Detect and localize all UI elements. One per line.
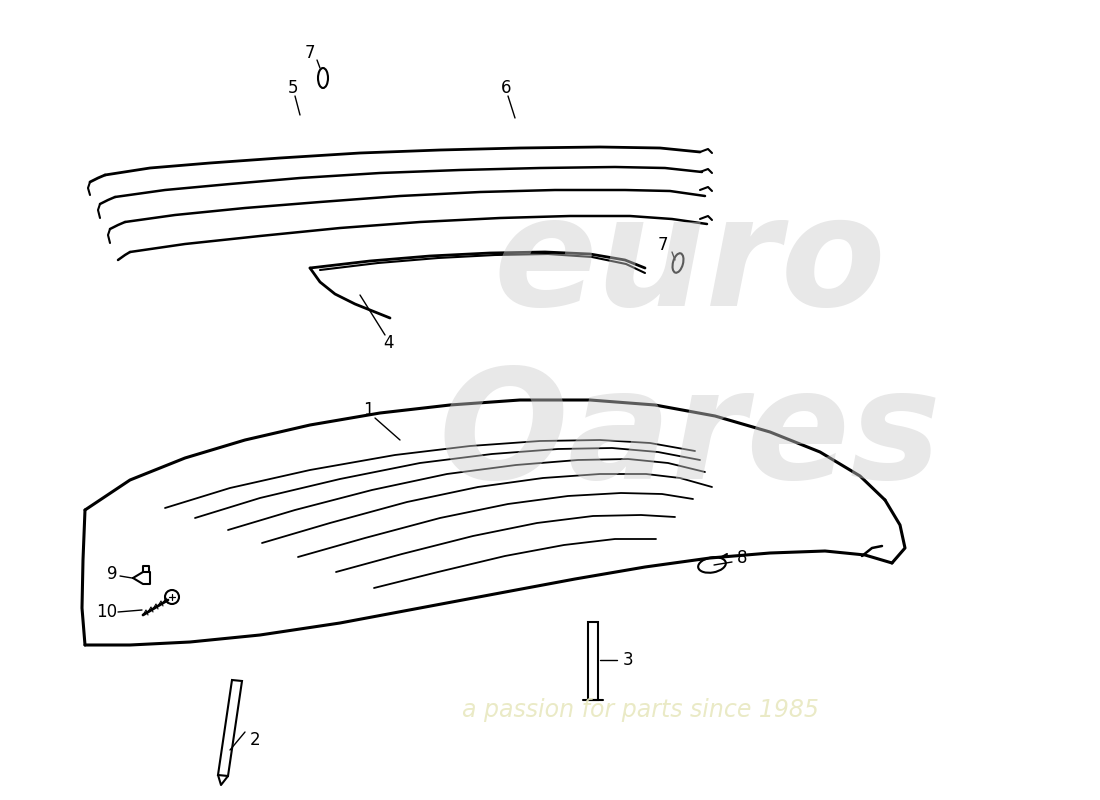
Text: 1: 1 [363, 401, 373, 419]
Text: 6: 6 [500, 79, 512, 97]
Text: 10: 10 [97, 603, 118, 621]
Text: 7: 7 [658, 236, 669, 254]
Text: a passion for parts since 1985: a passion for parts since 1985 [462, 698, 818, 722]
Text: 5: 5 [288, 79, 298, 97]
Text: 3: 3 [623, 651, 634, 669]
Text: euro
Oares: euro Oares [439, 190, 942, 510]
Text: 9: 9 [107, 565, 118, 583]
Text: 7: 7 [305, 44, 316, 62]
Text: 8: 8 [737, 549, 747, 567]
Text: 2: 2 [250, 731, 261, 749]
Text: 4: 4 [383, 334, 394, 352]
